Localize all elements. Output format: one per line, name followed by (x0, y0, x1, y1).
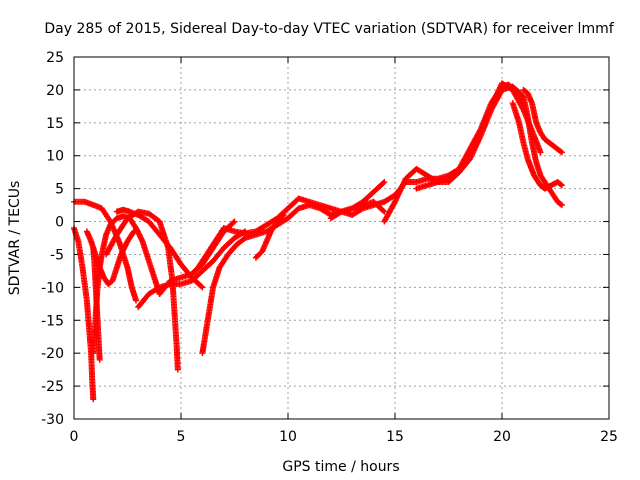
x-tick-label: 0 (70, 429, 79, 445)
data-point (133, 297, 140, 304)
data-point (130, 228, 137, 235)
y-tick-label: -10 (41, 280, 64, 296)
y-tick-label: 15 (46, 116, 64, 132)
data-point (381, 179, 388, 186)
y-tick-label: 10 (46, 149, 64, 165)
x-tick-label: 10 (279, 429, 297, 445)
y-tick-label: 25 (46, 50, 64, 66)
data-point (558, 182, 565, 189)
data-point (557, 201, 564, 208)
data-point (558, 149, 565, 156)
x-tick-label: 5 (177, 429, 186, 445)
series-track-s (537, 172, 565, 209)
data-point (280, 211, 287, 218)
y-tick-label: -5 (50, 247, 64, 263)
chart-title: Day 285 of 2015, Sidereal Day-to-day VTE… (44, 21, 614, 37)
y-tick-label: 0 (55, 215, 64, 231)
data-point (130, 229, 137, 236)
y-tick-label: -30 (41, 412, 64, 428)
data-point (231, 218, 238, 225)
x-tick-label: 25 (600, 429, 618, 445)
data-point (557, 181, 564, 188)
y-tick-label: 20 (46, 83, 64, 99)
y-tick-label: -15 (41, 313, 64, 329)
y-axis-label: SDTVAR / TECUs (7, 181, 23, 296)
data-point (380, 180, 387, 187)
series-track-e (83, 228, 137, 288)
data-point (230, 219, 237, 226)
data-point (380, 207, 387, 214)
series-track-r (520, 86, 565, 156)
y-tick-label: -25 (41, 379, 64, 395)
data-series (71, 80, 565, 403)
data-point (198, 283, 205, 290)
series-track-f (103, 208, 181, 373)
y-tick-labels: 25 20 15 10 5 0 -5 -10 -15 -20 -25 -30 (41, 50, 64, 428)
data-point (537, 149, 544, 156)
data-point (558, 202, 565, 209)
series-track-k (199, 198, 388, 357)
data-point (199, 284, 206, 291)
series-track-d (90, 244, 103, 363)
series-track-o (381, 80, 544, 225)
x-tick-label: 15 (386, 429, 404, 445)
series-track-p (413, 83, 544, 192)
data-point (557, 148, 564, 155)
y-tick-label: -20 (41, 346, 64, 362)
series-track-c (90, 213, 163, 357)
series-track-m (252, 211, 287, 261)
data-point (279, 212, 286, 219)
x-tick-labels: 0 5 10 15 20 25 (70, 429, 618, 445)
data-point (174, 366, 181, 373)
x-axis-label: GPS time / hours (282, 459, 399, 475)
plot-frame (73, 56, 610, 420)
x-tick-label: 20 (493, 429, 511, 445)
y-tick-label: 5 (55, 182, 64, 198)
data-point (90, 396, 97, 403)
